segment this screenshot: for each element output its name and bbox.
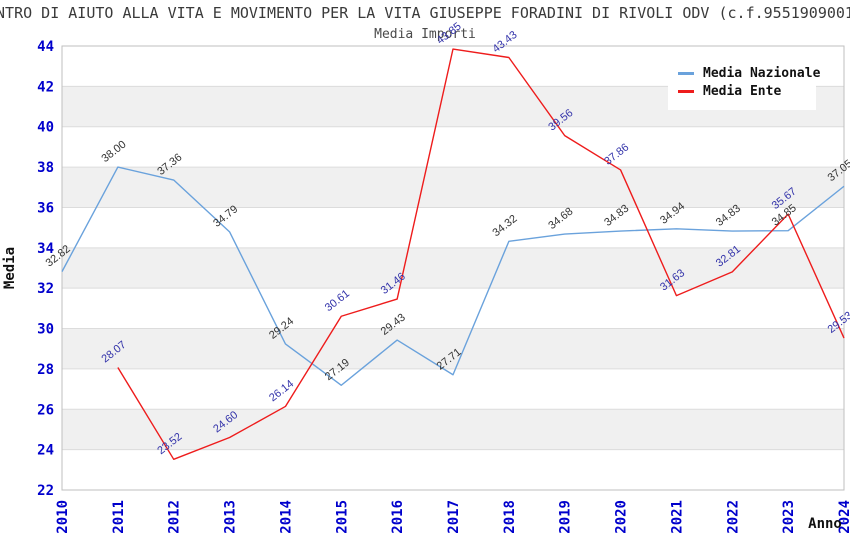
data-point-label: 30.61 <box>323 288 352 314</box>
background-band <box>62 409 844 450</box>
x-tick-label: 2012 <box>167 500 183 534</box>
x-tick-label: 2014 <box>278 500 294 534</box>
data-point-label: 34.32 <box>490 213 519 239</box>
y-tick-label: 30 <box>37 322 54 338</box>
nazionale-line-swatch-icon <box>678 72 694 75</box>
y-tick-label: 40 <box>37 120 54 136</box>
series-line-media-nazionale <box>61 166 845 386</box>
ente-line-swatch-icon <box>678 90 694 93</box>
x-tick-label: 2015 <box>334 500 350 534</box>
chart-title: NTRO DI AIUTO ALLA VITA E MOVIMENTO PER … <box>0 4 850 22</box>
x-tick-label: 2017 <box>446 500 462 534</box>
background-band <box>62 247 844 289</box>
x-tick-label: 2021 <box>669 500 685 534</box>
y-tick-label: 34 <box>37 241 54 257</box>
data-point-label: 43.85 <box>435 20 464 46</box>
x-tick-label: 2016 <box>390 500 406 534</box>
y-tick-label: 36 <box>37 200 54 216</box>
y-tick-label: 26 <box>37 402 54 418</box>
x-tick-label: 2023 <box>781 500 797 534</box>
x-tick-label: 2020 <box>614 500 630 534</box>
plot-border <box>61 45 845 491</box>
y-tick-label: 22 <box>37 483 54 499</box>
background-band <box>62 328 844 369</box>
legend-label: Media Nazionale <box>703 66 821 81</box>
chart-subtitle: Media Importi <box>374 27 476 42</box>
y-axis-title: Media <box>2 247 18 289</box>
y-tick-label: 32 <box>37 281 54 297</box>
data-point-label: 37.86 <box>602 141 631 167</box>
y-tick-label: 24 <box>37 443 54 459</box>
y-tick-label: 44 <box>37 39 54 55</box>
x-tick-label: 2024 <box>837 500 850 534</box>
x-tick-label: 2011 <box>111 500 127 534</box>
x-tick-label: 2019 <box>558 500 574 534</box>
data-point-label: 26.14 <box>267 378 296 404</box>
series-line-media-ente <box>117 48 845 461</box>
data-point-label: 29.53 <box>826 309 850 335</box>
data-point-label: 43.43 <box>490 29 519 55</box>
data-point-label: 34.68 <box>546 206 575 232</box>
legend: Media Nazionale Media Ente <box>668 56 820 110</box>
x-tick-label: 2022 <box>725 500 741 534</box>
legend-item-media-ente: Media Ente <box>678 84 806 99</box>
data-point-label: 38.00 <box>99 139 128 165</box>
x-axis-title: Anno <box>808 516 842 532</box>
background-band <box>62 167 844 208</box>
x-tick-label: 2018 <box>502 500 518 534</box>
data-point-label: 37.05 <box>826 158 850 184</box>
x-tick-label: 2010 <box>55 500 71 534</box>
y-tick-label: 28 <box>37 362 54 378</box>
y-tick-label: 38 <box>37 160 54 176</box>
x-tick-label: 2013 <box>223 500 239 534</box>
legend-label: Media Ente <box>703 84 782 99</box>
y-tick-label: 42 <box>37 79 54 95</box>
legend-item-media-nazionale: Media Nazionale <box>678 66 820 81</box>
